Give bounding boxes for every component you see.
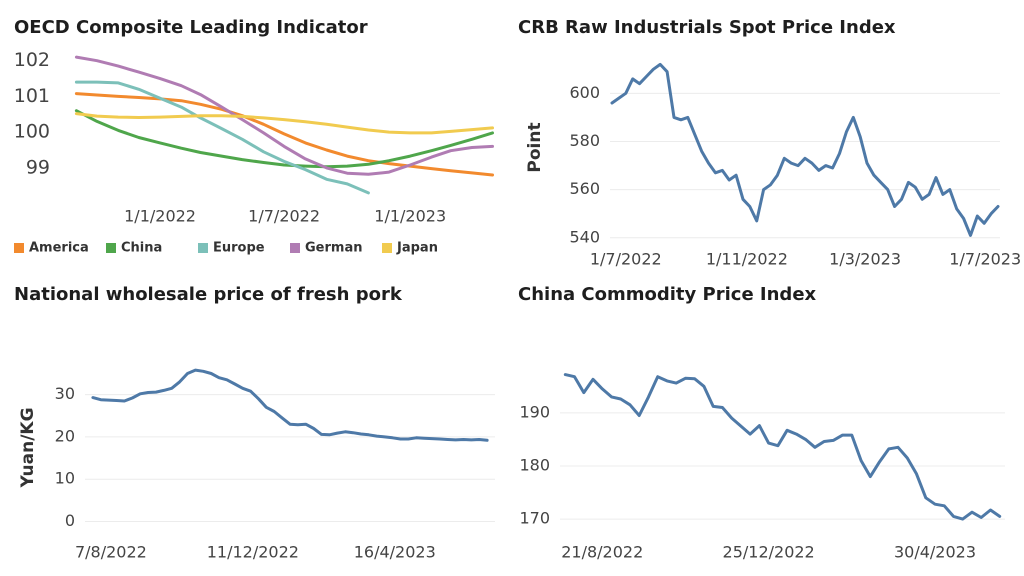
x-tick-label: 1/3/2023: [829, 250, 901, 269]
legend-label: America: [29, 241, 89, 256]
x-tick-label: 30/4/2023: [894, 543, 976, 562]
y-tick-label: 600: [569, 83, 600, 102]
legend-label: Europe: [213, 241, 265, 256]
x-tick-label: 1/7/2022: [248, 207, 320, 226]
line: [563, 373, 1002, 521]
x-tick-label: 7/8/2022: [75, 543, 147, 562]
line: [74, 109, 494, 169]
x-tick-label: 1/1/2023: [374, 207, 446, 226]
y-tick-label: 100: [14, 121, 50, 143]
x-tick-label: 1/7/2022: [590, 250, 662, 269]
line: [610, 62, 1000, 237]
chart-title: China Commodity Price Index: [518, 284, 817, 305]
y-tick-label: 102: [14, 49, 50, 71]
x-tick-label: 1/7/2023: [949, 250, 1021, 269]
y-tick-label: 10: [55, 469, 75, 488]
x-tick-label: 11/12/2022: [207, 543, 299, 562]
y-tick-label: 580: [569, 131, 600, 150]
line: [91, 368, 489, 442]
y-tick-label: 20: [55, 426, 75, 445]
y-axis-label: Yuan/KG: [18, 407, 38, 488]
legend-swatch: [382, 243, 392, 253]
y-tick-label: 99: [26, 156, 50, 178]
x-tick-label: 1/1/2022: [124, 207, 196, 226]
line: [74, 55, 494, 176]
legend-label: Japan: [396, 241, 438, 256]
y-tick-label: 170: [519, 509, 550, 528]
y-axis-label: Point: [525, 122, 545, 172]
y-tick-label: 560: [569, 179, 600, 198]
line: [74, 112, 494, 135]
x-tick-label: 21/8/2022: [561, 543, 643, 562]
chart-title: National wholesale price of fresh pork: [14, 284, 403, 305]
y-tick-label: 0: [65, 511, 75, 530]
y-tick-label: 540: [569, 227, 600, 246]
legend-swatch: [14, 243, 24, 253]
y-tick-label: 190: [519, 402, 550, 421]
x-tick-label: 25/12/2022: [723, 543, 815, 562]
x-tick-label: 1/11/2022: [706, 250, 788, 269]
legend-label: China: [121, 241, 162, 256]
legend-swatch: [198, 243, 208, 253]
x-tick-label: 16/4/2023: [354, 543, 436, 562]
legend-swatch: [290, 243, 300, 253]
chart-title: OECD Composite Leading Indicator: [14, 17, 368, 38]
legend-swatch: [106, 243, 116, 253]
line: [74, 92, 494, 177]
chart-title: CRB Raw Industrials Spot Price Index: [518, 17, 896, 38]
line: [74, 80, 370, 195]
y-tick-label: 101: [14, 85, 50, 107]
legend-label: German: [305, 241, 362, 256]
y-tick-label: 180: [519, 455, 550, 474]
y-tick-label: 30: [55, 384, 75, 403]
